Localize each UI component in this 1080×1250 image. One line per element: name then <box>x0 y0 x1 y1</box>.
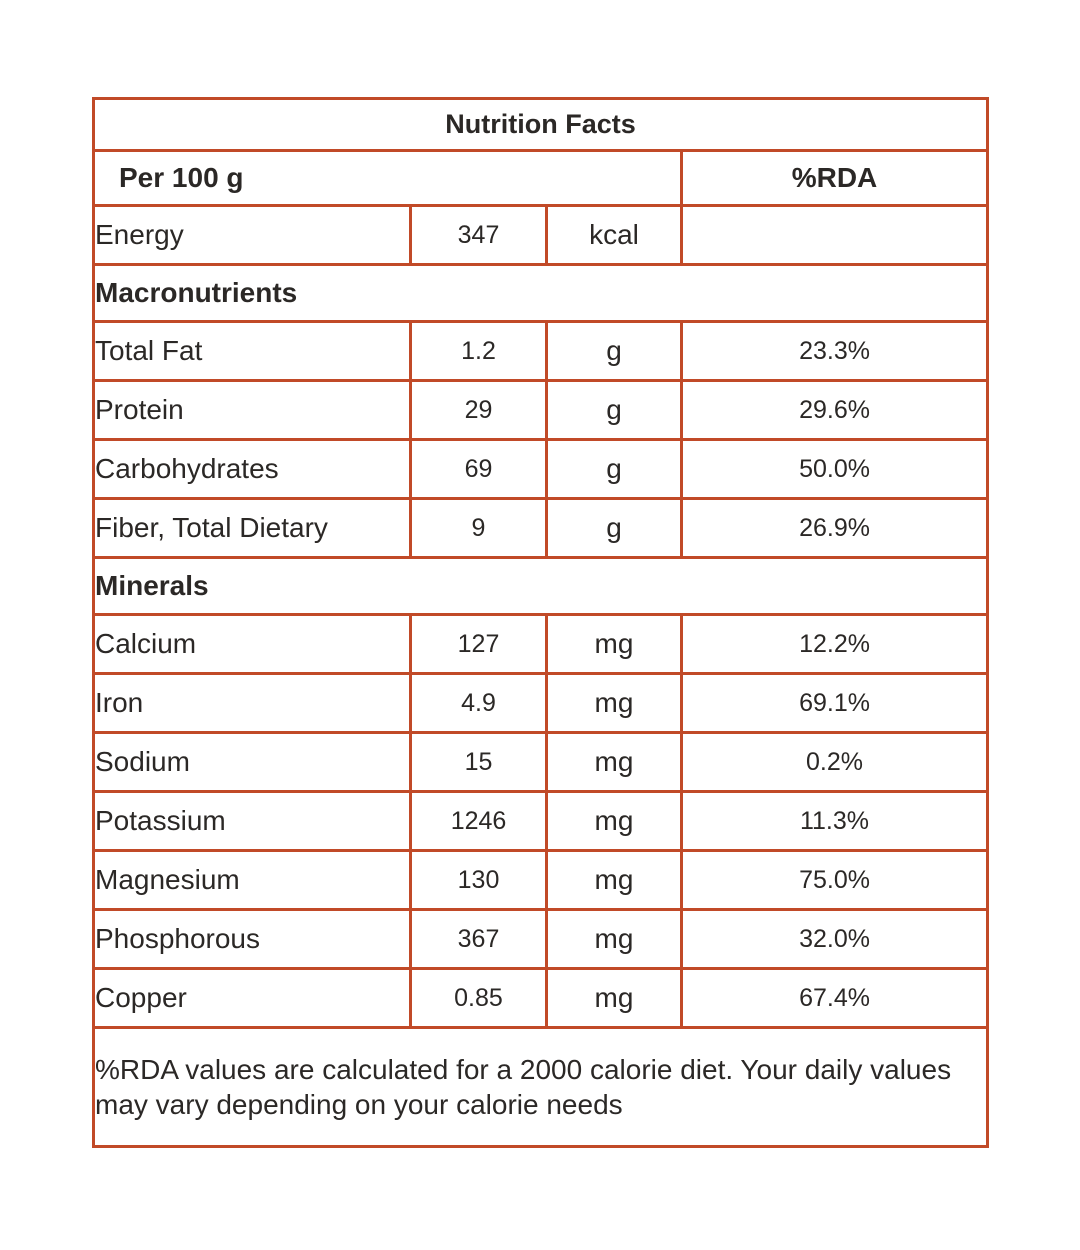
table-row: Carbohydrates 69 g 50.0% <box>92 438 990 500</box>
nutrient-value: 15 <box>409 731 548 793</box>
nutrient-unit: mg <box>545 908 683 970</box>
table-title: Nutrition Facts <box>91 97 990 152</box>
nutrient-rda: 29.6% <box>679 379 990 441</box>
nutrient-label: Carbohydrates <box>92 438 412 500</box>
section-heading: Minerals <box>91 556 990 616</box>
nutrient-value: 0.85 <box>409 967 548 1029</box>
nutrient-rda: 12.2% <box>679 613 990 675</box>
nutrient-label: Energy <box>92 204 412 266</box>
nutrient-rda: 23.3% <box>679 320 990 382</box>
title-row: Nutrition Facts <box>91 97 990 152</box>
footnote-row: %RDA values are calculated for a 2000 ca… <box>91 1026 990 1148</box>
nutrient-unit: g <box>545 438 683 500</box>
nutrient-rda: 0.2% <box>679 731 990 793</box>
nutrient-rda: 32.0% <box>679 908 990 970</box>
table-row: Sodium 15 mg 0.2% <box>92 731 990 793</box>
nutrient-label: Potassium <box>92 790 412 852</box>
section-header-minerals: Minerals <box>91 556 990 616</box>
nutrient-label: Copper <box>92 967 412 1029</box>
nutrient-label: Fiber, Total Dietary <box>92 497 412 559</box>
nutrient-rda: 69.1% <box>679 672 990 734</box>
table-row: Phosphorous 367 mg 32.0% <box>92 908 990 970</box>
nutrient-label: Magnesium <box>92 849 412 911</box>
rda-footnote: %RDA values are calculated for a 2000 ca… <box>91 1026 990 1148</box>
energy-row: Energy 347 kcal <box>92 204 990 266</box>
nutrient-label: Sodium <box>92 731 412 793</box>
nutrient-unit: g <box>545 320 683 382</box>
rda-column-header: %RDA <box>679 149 990 207</box>
nutrient-unit: mg <box>545 613 683 675</box>
nutrient-unit: kcal <box>545 204 683 266</box>
nutrient-value: 29 <box>409 379 548 441</box>
nutrient-value: 69 <box>409 438 548 500</box>
nutrient-label: Calcium <box>92 613 412 675</box>
section-header-macronutrients: Macronutrients <box>91 263 990 323</box>
table-row: Protein 29 g 29.6% <box>92 379 990 441</box>
nutrient-unit: mg <box>545 672 683 734</box>
nutrient-unit: g <box>545 379 683 441</box>
nutrient-label: Total Fat <box>92 320 412 382</box>
nutrient-value: 130 <box>409 849 548 911</box>
nutrition-facts-table: Nutrition Facts Per 100 g %RDA Energy 34… <box>91 97 990 1148</box>
nutrient-value: 4.9 <box>409 672 548 734</box>
nutrient-rda: 75.0% <box>679 849 990 911</box>
table-row: Total Fat 1.2 g 23.3% <box>92 320 990 382</box>
nutrient-rda <box>679 204 990 266</box>
column-header-row: Per 100 g %RDA <box>92 149 990 207</box>
table-row: Potassium 1246 mg 11.3% <box>92 790 990 852</box>
nutrient-value: 9 <box>409 497 548 559</box>
nutrient-unit: mg <box>545 967 683 1029</box>
table-row: Magnesium 130 mg 75.0% <box>92 849 990 911</box>
nutrient-value: 367 <box>409 908 548 970</box>
nutrient-unit: mg <box>545 849 683 911</box>
nutrient-label: Iron <box>92 672 412 734</box>
serving-size-header: Per 100 g <box>92 149 683 207</box>
nutrient-value: 127 <box>409 613 548 675</box>
nutrient-value: 1246 <box>409 790 548 852</box>
nutrient-unit: g <box>545 497 683 559</box>
table-row: Copper 0.85 mg 67.4% <box>92 967 990 1029</box>
section-heading: Macronutrients <box>91 263 990 323</box>
nutrient-unit: mg <box>545 790 683 852</box>
nutrient-value: 1.2 <box>409 320 548 382</box>
nutrient-unit: mg <box>545 731 683 793</box>
nutrient-label: Protein <box>92 379 412 441</box>
nutrient-label: Phosphorous <box>92 908 412 970</box>
table-row: Iron 4.9 mg 69.1% <box>92 672 990 734</box>
nutrient-rda: 50.0% <box>679 438 990 500</box>
table-row: Calcium 127 mg 12.2% <box>92 613 990 675</box>
nutrient-rda: 67.4% <box>679 967 990 1029</box>
nutrient-rda: 11.3% <box>679 790 990 852</box>
table-row: Fiber, Total Dietary 9 g 26.9% <box>92 497 990 559</box>
nutrient-value: 347 <box>409 204 548 266</box>
nutrient-rda: 26.9% <box>679 497 990 559</box>
